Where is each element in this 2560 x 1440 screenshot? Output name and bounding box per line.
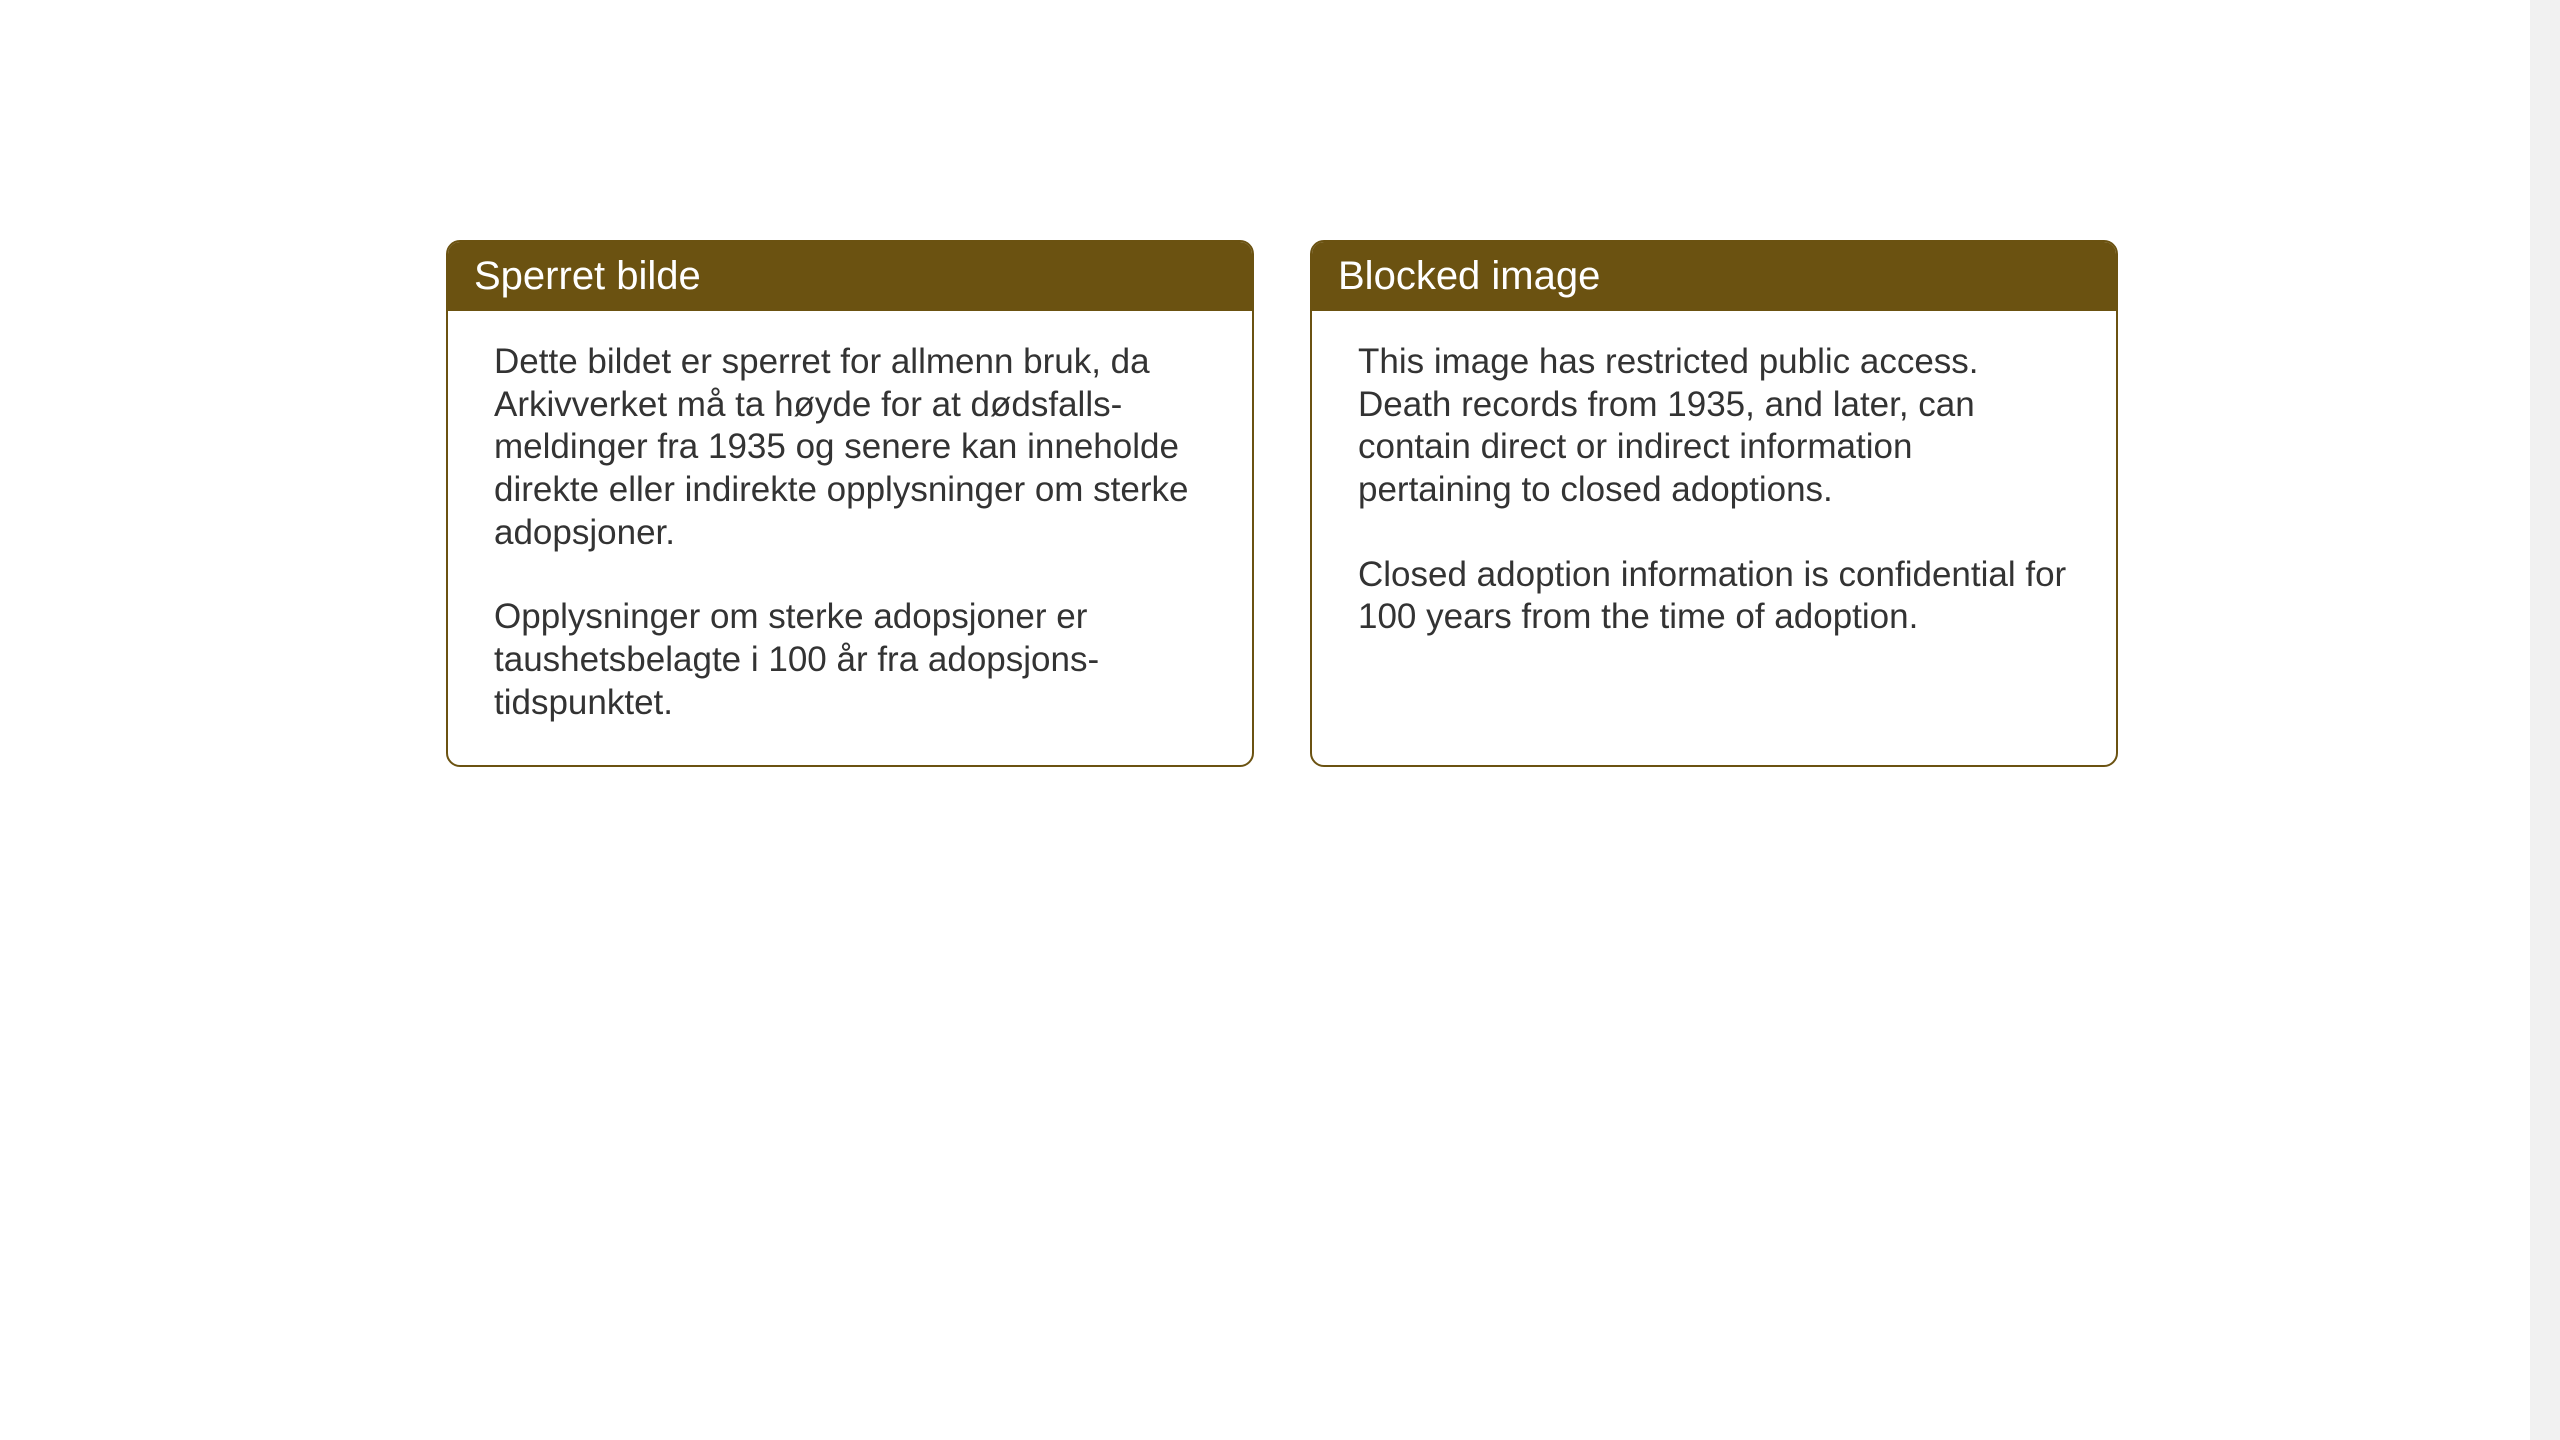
- scrollbar-track[interactable]: [2530, 0, 2560, 1440]
- notice-cards-container: Sperret bilde Dette bildet er sperret fo…: [446, 240, 2118, 767]
- card-body-norwegian: Dette bildet er sperret for allmenn bruk…: [448, 311, 1252, 765]
- card-header-norwegian: Sperret bilde: [448, 242, 1252, 311]
- card-header-english: Blocked image: [1312, 242, 2116, 311]
- notice-card-norwegian: Sperret bilde Dette bildet er sperret fo…: [446, 240, 1254, 767]
- paragraph-1-english: This image has restricted public access.…: [1358, 341, 2070, 512]
- paragraph-2-english: Closed adoption information is confident…: [1358, 554, 2070, 639]
- paragraph-1-norwegian: Dette bildet er sperret for allmenn bruk…: [494, 341, 1206, 554]
- header-title-english: Blocked image: [1338, 254, 1600, 298]
- card-body-english: This image has restricted public access.…: [1312, 311, 2116, 749]
- paragraph-2-norwegian: Opplysninger om sterke adopsjoner er tau…: [494, 596, 1206, 724]
- header-title-norwegian: Sperret bilde: [474, 254, 701, 298]
- notice-card-english: Blocked image This image has restricted …: [1310, 240, 2118, 767]
